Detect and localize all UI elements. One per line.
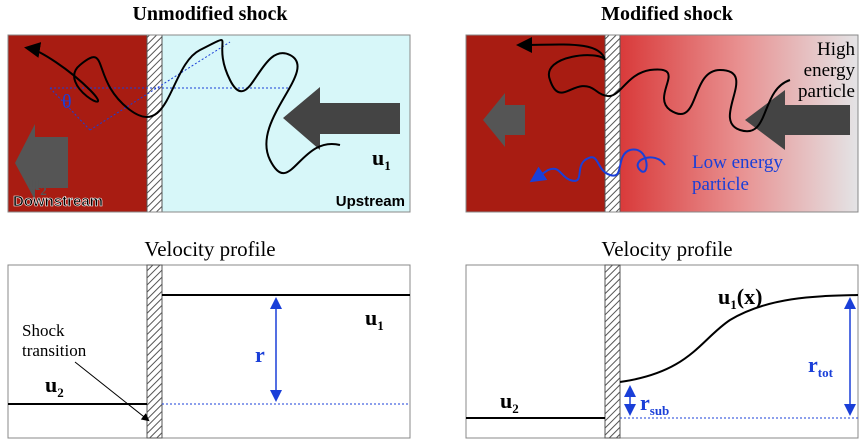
arrow <box>283 87 400 150</box>
u1-curve <box>619 294 859 383</box>
unmodified-panel: θ u2 u1 Downstream Upstream <box>7 34 411 213</box>
u2-label: u2 <box>500 388 519 416</box>
u1-label: u1 <box>365 305 384 333</box>
shock <box>604 264 621 439</box>
u1x-label: u1(x) <box>718 284 762 312</box>
downstream-label: Downstream <box>13 193 103 210</box>
shock <box>604 34 621 213</box>
shock <box>146 264 163 439</box>
shock-transition-label: Shock transition <box>22 321 87 360</box>
r-sub-label: rsub <box>640 390 669 418</box>
high-energy-label: High energy particle <box>798 39 855 102</box>
angle: θ <box>62 91 72 113</box>
low-energy-label: Low energy particle <box>692 152 783 195</box>
r-label: r <box>255 342 265 367</box>
frame <box>465 34 859 213</box>
profile-left: r u1 u2 Shock transition <box>7 264 411 439</box>
title: Velocity profile <box>601 237 732 261</box>
arrow <box>745 90 850 150</box>
title: Modified shock <box>601 3 734 25</box>
frame <box>465 264 859 439</box>
particle-path <box>24 39 341 175</box>
title: Velocity profile <box>144 237 275 261</box>
arrow <box>15 124 68 200</box>
u1-label: u1 <box>372 145 391 173</box>
u2-label: u2 <box>45 372 64 400</box>
frame <box>7 34 411 213</box>
r-tot-label: rtot <box>808 352 834 380</box>
profile-right: u1(x) u2 rsub rtot <box>465 264 859 439</box>
low-energy-path <box>529 148 666 183</box>
arrow <box>483 93 525 147</box>
pointer <box>74 361 150 422</box>
modified-panel: High energy particle Low energy particle <box>465 34 859 213</box>
dotted-line <box>89 41 231 131</box>
dotted-line <box>49 87 91 131</box>
u2-label: u2 <box>28 170 47 198</box>
frame <box>7 264 411 439</box>
upstream-label: Upstream <box>336 193 405 210</box>
high-energy-path <box>516 36 791 133</box>
title: Unmodified shock <box>132 3 288 25</box>
shock <box>146 34 163 213</box>
